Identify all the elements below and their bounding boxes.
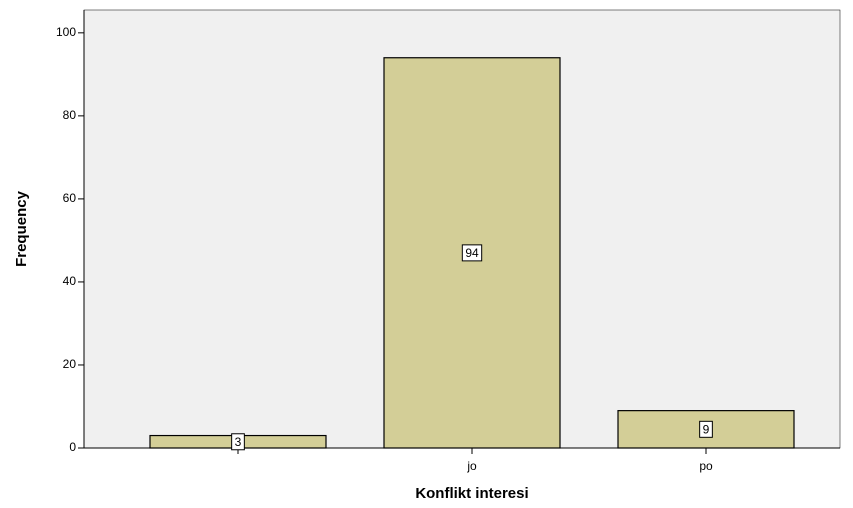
y-tick-label: 0 [69, 440, 76, 454]
value-label-box [461, 244, 483, 262]
y-tick-label: 100 [56, 25, 76, 39]
y-tick-label: 40 [63, 274, 77, 288]
value-label: 94 [465, 246, 479, 260]
x-tick-label: jo [466, 459, 477, 473]
value-label-box [699, 420, 713, 438]
y-tick-label: 80 [63, 108, 77, 122]
y-tick-label: 60 [63, 191, 77, 205]
value-label: 3 [235, 435, 242, 449]
x-tick-label: po [699, 459, 713, 473]
y-tick-label: 20 [63, 357, 77, 371]
y-axis-title: Frequency [13, 190, 30, 267]
value-label: 9 [703, 422, 710, 436]
x-axis-title: Konflikt interesi [415, 485, 528, 502]
value-label-box [231, 433, 245, 451]
